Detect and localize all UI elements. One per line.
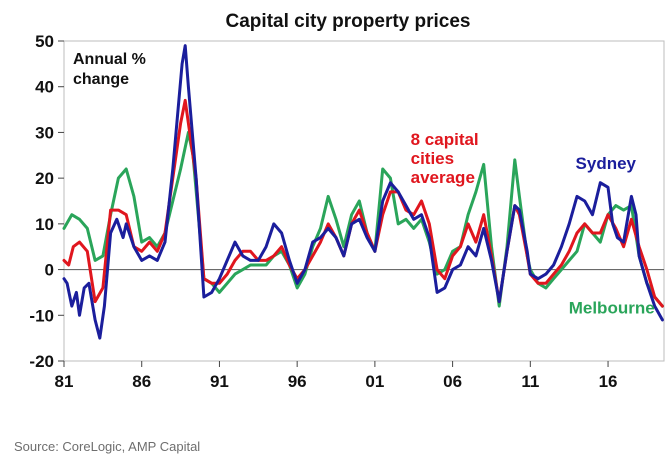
x-axis: 81 86 91 96 01 06 11 16 xyxy=(55,361,618,391)
chart-title: Capital city property prices xyxy=(226,11,471,32)
y-unit-label-line1: Annual % xyxy=(73,51,146,68)
series-line-sydney xyxy=(62,44,664,340)
series-line-8-capital-cities-average xyxy=(62,98,664,308)
source-note: Source: CoreLogic, AMP Capital xyxy=(14,439,201,454)
series-layer xyxy=(62,44,664,340)
y-tick-label: 0 xyxy=(45,261,54,280)
y-unit-label-line2: change xyxy=(73,71,129,88)
series-label-line: Melbourne xyxy=(569,298,655,317)
x-tick-label: 01 xyxy=(365,372,384,391)
y-axis: -20 -10 0 10 20 30 40 50 xyxy=(29,32,64,371)
x-tick-label: 81 xyxy=(55,372,74,391)
y-tick-label: -20 xyxy=(29,352,54,371)
x-tick-label: 96 xyxy=(288,372,307,391)
y-tick-label: 40 xyxy=(35,78,54,97)
series-label-line: 8 capital xyxy=(411,130,479,149)
y-tick-label: -10 xyxy=(29,306,54,325)
y-tick-label: 10 xyxy=(35,215,54,234)
y-tick-label: 30 xyxy=(35,123,54,142)
x-tick-label: 86 xyxy=(132,372,151,391)
x-tick-label: 16 xyxy=(599,372,618,391)
y-tick-label: 50 xyxy=(35,32,54,51)
y-unit-label: Annual % change xyxy=(73,51,150,88)
series-label-melbourne: Melbourne xyxy=(569,298,655,317)
y-tick-label: 20 xyxy=(35,169,54,188)
series-label-sydney: Sydney xyxy=(576,154,637,173)
series-label-line: cities xyxy=(411,149,454,168)
plot-area xyxy=(63,40,665,362)
x-tick-label: 91 xyxy=(210,372,229,391)
series-label-8-capital-cities-average: 8 capital cities average xyxy=(411,130,479,187)
x-tick-label: 06 xyxy=(443,372,462,391)
series-labels: Sydney 8 capital cities average Melbourne xyxy=(411,130,655,317)
x-tick-label: 11 xyxy=(521,372,539,391)
series-label-line: average xyxy=(411,168,475,187)
series-label-line: Sydney xyxy=(576,154,637,173)
